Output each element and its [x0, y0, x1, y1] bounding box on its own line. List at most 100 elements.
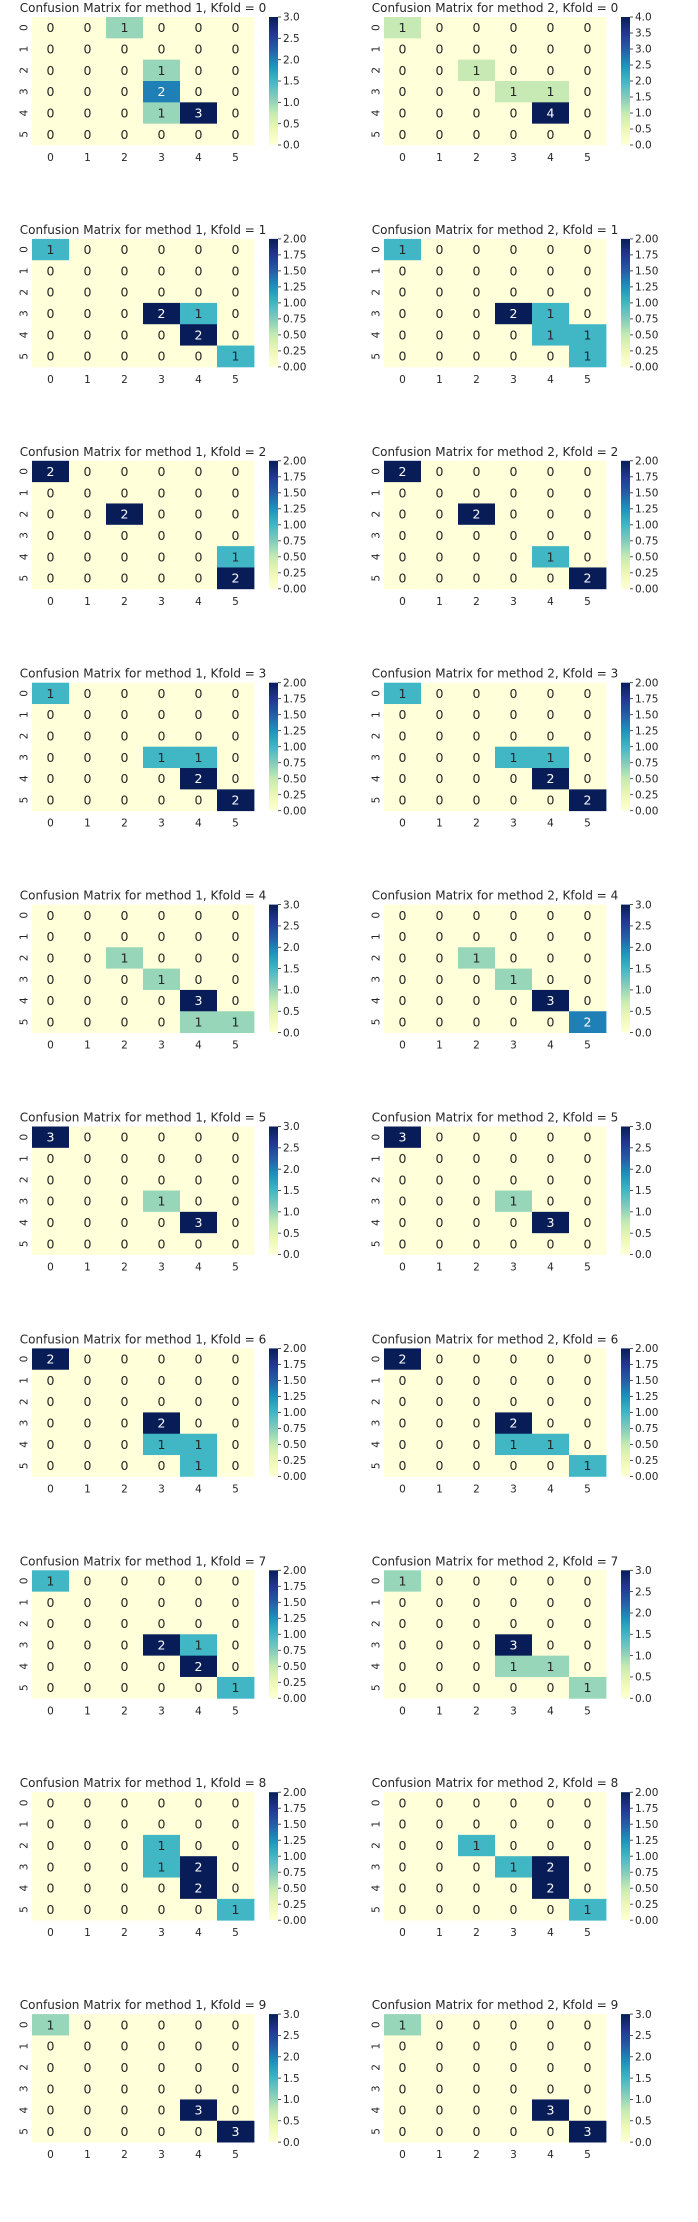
cell-value-label: 0: [232, 1838, 240, 1853]
cell-value-label: 1: [158, 972, 166, 987]
colorbar-tick-label: 1.0: [635, 2094, 652, 2106]
heatmap-cell: [532, 1877, 570, 1900]
colorbar-tick-label: 2.5: [635, 1143, 652, 1155]
heatmap-cell: [180, 2056, 218, 2079]
cell-value-label: 0: [436, 1215, 444, 1230]
cell-value-label: 0: [436, 750, 444, 765]
colorbar-tick-label: 0.25: [635, 1899, 658, 1911]
cell-value-label: 0: [158, 1817, 166, 1832]
cell-value-label: 0: [436, 1838, 444, 1853]
heatmap-cell: [143, 1412, 181, 1435]
cell-value-label: 0: [473, 1215, 481, 1230]
heatmap-cell: [421, 2078, 459, 2100]
cell-value-label: 0: [399, 1394, 407, 1409]
heatmap-cell: [458, 38, 496, 61]
heatmap-cell: [180, 503, 218, 526]
cell-value-label: 0: [232, 1616, 240, 1631]
colorbar-tick-label: 2.00: [283, 456, 306, 468]
x-tick-label: 4: [547, 374, 554, 386]
heatmap-cell: [32, 1011, 70, 1033]
cell-value-label: 2: [584, 1014, 592, 1029]
cell-value-label: 0: [510, 1595, 518, 1610]
cell-value-label: 0: [158, 686, 166, 701]
heatmap-cell: [106, 567, 144, 590]
heatmap-cell: [532, 1011, 570, 1033]
colorbar: [621, 2014, 630, 2143]
cell-value-label: 0: [584, 771, 592, 786]
y-tick-label: 3: [371, 88, 383, 95]
cell-value-label: 0: [84, 993, 92, 1008]
heatmap-cell: [143, 260, 181, 282]
y-tick-label: 4: [19, 1219, 31, 1226]
cell-value-label: 0: [232, 1236, 240, 1251]
heatmap-cell: [69, 989, 107, 1012]
colorbar-tick-label: 0.25: [635, 346, 658, 358]
x-tick-label: 5: [232, 2149, 239, 2161]
heatmap-cell: [106, 1792, 144, 1814]
y-tick-label: 4: [19, 1663, 31, 1670]
heatmap-cell: [32, 1898, 70, 1921]
x-tick-label: 5: [584, 2149, 591, 2161]
x-tick-label: 3: [158, 152, 165, 164]
cell-value-label: 0: [473, 1817, 481, 1832]
heatmap-cell: [106, 1813, 144, 1836]
cell-value-label: 0: [510, 1458, 518, 1473]
colorbar-tick-label: 1.00: [283, 741, 306, 753]
y-tick-label: 2: [19, 511, 31, 518]
cell-value-label: 0: [47, 1014, 55, 1029]
cell-value-label: 0: [158, 285, 166, 300]
x-tick-label: 2: [473, 2149, 480, 2161]
cell-value-label: 0: [473, 306, 481, 321]
cell-value-label: 0: [510, 549, 518, 564]
heatmap-cell: [569, 546, 607, 568]
cell-value-label: 0: [232, 1573, 240, 1588]
heatmap-cell: [143, 1011, 181, 1033]
colorbar-tick-label: 1.0: [283, 985, 300, 997]
colorbar-tick-label: 1.75: [283, 1359, 306, 1371]
cell-value-label: 0: [158, 327, 166, 342]
heatmap-cell: [217, 2078, 255, 2100]
cell-value-label: 0: [84, 242, 92, 257]
heatmap-cell: [495, 1190, 533, 1213]
cell-value-label: 0: [232, 1172, 240, 1187]
heatmap-cell: [217, 1792, 255, 1814]
cell-value-label: 0: [84, 972, 92, 987]
colorbar: [621, 460, 630, 589]
y-tick-label: 3: [19, 88, 31, 95]
colorbar-tick-label: 1.25: [283, 1835, 306, 1847]
heatmap-cell: [106, 102, 144, 125]
heatmap-cell: [495, 567, 533, 590]
cell-value-label: 0: [436, 327, 444, 342]
cell-value-label: 0: [158, 2060, 166, 2075]
x-tick-label: 0: [47, 374, 54, 386]
colorbar-tick-label: 0.75: [283, 1645, 306, 1657]
cell-value-label: 0: [399, 929, 407, 944]
heatmap-cell: [421, 59, 459, 82]
cell-value-label: 0: [121, 127, 129, 142]
cell-value-label: 0: [47, 1795, 55, 1810]
heatmap-cell: [421, 460, 459, 483]
heatmap-cell: [143, 460, 181, 483]
cell-value-label: 0: [158, 950, 166, 965]
cell-value-label: 0: [547, 1014, 555, 1029]
cell-value-label: 0: [436, 1172, 444, 1187]
heatmap-cell: [421, 2035, 459, 2058]
x-tick-label: 4: [195, 374, 202, 386]
y-tick-label: 1: [371, 46, 383, 53]
heatmap-cell: [532, 968, 570, 991]
heatmap-cell: [106, 503, 144, 526]
heatmap-cell: [532, 789, 570, 812]
cell-value-label: 0: [121, 549, 129, 564]
panel-title: Confusion Matrix for method 1, Kfold = 5: [20, 1111, 267, 1125]
cell-value-label: 0: [84, 1373, 92, 1388]
heatmap-cell: [180, 1676, 218, 1699]
heatmap-cell: [69, 503, 107, 526]
x-tick-label: 3: [510, 374, 517, 386]
colorbar-tick-label: 0.25: [635, 568, 658, 580]
x-tick-label: 5: [584, 818, 591, 830]
y-tick-label: 5: [371, 575, 383, 582]
cell-value-label: 1: [232, 1902, 240, 1917]
heatmap-cell: [217, 2014, 255, 2036]
heatmap-cell: [495, 968, 533, 991]
cell-value-label: 0: [584, 686, 592, 701]
